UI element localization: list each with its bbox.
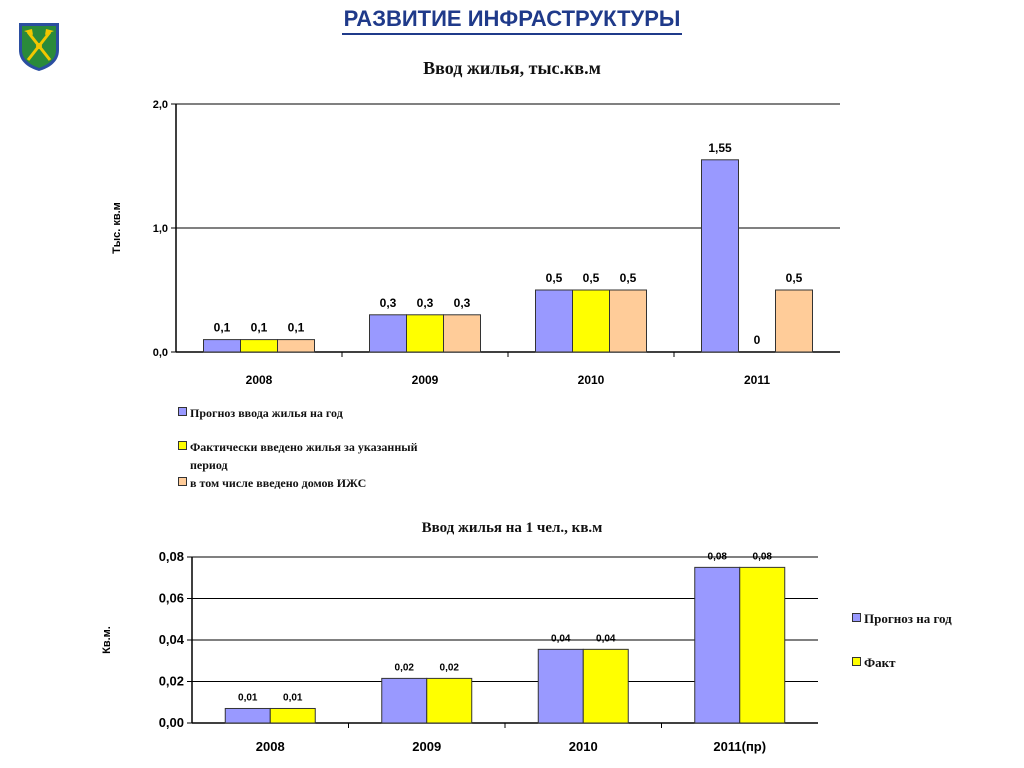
chart2-title: Ввод жилья на 1 чел., кв.м: [421, 520, 603, 536]
chart1-title: Ввод жилья, тыс.кв.м: [423, 58, 601, 78]
chart1-ytick-label: 2,0: [153, 99, 168, 111]
chart1-category-label: 2009: [412, 373, 439, 387]
chart2-ytick-label: 0,00: [159, 715, 184, 730]
page-title-text: РАЗВИТИЕ ИНФРАСТРУКТУРЫ: [341, 6, 683, 35]
chart1-legend-label-line: Фактически введено жилья за указанный: [190, 440, 418, 454]
chart1-legend-label-line: в том числе введено домов ИЖС: [190, 476, 367, 490]
chart1-bar: [369, 314, 407, 353]
chart2-data-label: 0,02: [440, 662, 460, 673]
chart1-data-label: 0: [754, 333, 761, 347]
chart2-data-label: 0,04: [551, 633, 571, 644]
chart1-data-label: 0,3: [417, 296, 434, 310]
chart2-legend-swatch: [852, 657, 861, 666]
chart2-bar: [537, 648, 584, 724]
chart1-data-label: 0,1: [251, 321, 268, 335]
chart2-bar: [582, 648, 629, 724]
chart1-bar: [775, 289, 813, 353]
chart1-data-label: 0,5: [786, 271, 803, 285]
chart1-y-axis-label: Тыс. кв.м: [111, 202, 123, 254]
chart2-bar: [381, 677, 428, 724]
chart2-data-label: 0,04: [596, 633, 616, 644]
chart2-bar: [694, 566, 741, 724]
chart1-legend-label-line: Прогноз ввода жилья на год: [190, 406, 343, 420]
chart1-bar: [701, 159, 739, 353]
chart2-category-label: 2009: [412, 739, 441, 754]
chart2-legend-item: Факт: [852, 654, 896, 672]
chart2-legend-label-line: Прогноз на год: [864, 611, 952, 626]
chart1-legend: Прогноз ввода жилья на год Фактически вве…: [178, 404, 498, 494]
chart2-data-label: 0,08: [753, 551, 773, 562]
chart1-bar: [203, 339, 241, 353]
chart1-ytick-label: 0,0: [153, 347, 168, 359]
chart2-bar: [269, 707, 316, 724]
chart1-legend-item: Прогноз ввода жилья на год: [178, 404, 343, 422]
chart2-data-label: 0,08: [708, 551, 728, 562]
chart2-y-axis-label: Кв.м.: [101, 626, 113, 654]
chart1-bar: [609, 289, 647, 353]
chart2-ytick-label: 0,06: [159, 591, 184, 606]
chart1-legend-item: в том числе введено домов ИЖС: [178, 474, 366, 492]
chart1-data-label: 0,1: [214, 321, 231, 335]
chart2-category-label: 2008: [256, 739, 285, 754]
chart2-legend-label: Факт: [864, 654, 896, 672]
chart1-category-label: 2011: [744, 373, 770, 387]
chart2-ytick-label: 0,04: [159, 632, 185, 647]
page-title: РАЗВИТИЕ ИНФРАСТРУКТУРЫ: [0, 6, 1024, 35]
chart2-data-label: 0,02: [395, 662, 415, 673]
chart1-data-label: 0,1: [288, 321, 305, 335]
chart1-category-label: 2008: [246, 373, 273, 387]
chart2-bar: [224, 707, 271, 724]
chart2-svg: 0,00 0,02 0,04 0,06 0,08 Кв.м. 2008 0,01 0,01 200…: [101, 549, 818, 754]
chart2-legend-label: Прогноз на год: [864, 610, 952, 628]
chart1-data-label: 1,55: [708, 141, 732, 155]
chart2-ytick-label: 0,08: [159, 549, 184, 564]
chart1-data-label: 0,3: [380, 296, 397, 310]
coat-of-arms-icon: [19, 23, 59, 71]
chart1-legend-swatch: [178, 407, 187, 416]
chart1-data-label: 0,5: [620, 271, 637, 285]
chart1-legend-swatch: [178, 441, 187, 450]
chart2-legend-swatch: [852, 613, 861, 622]
chart2-legend-item: Прогноз на год: [852, 610, 952, 628]
chart1-data-label: 0,3: [454, 296, 471, 310]
chart2-bar: [739, 566, 786, 724]
chart2-ytick-label: 0,02: [159, 674, 184, 689]
chart1-data-label: 0,5: [583, 271, 600, 285]
chart1-bar: [240, 339, 278, 353]
chart2-data-label: 0,01: [238, 692, 258, 703]
chart1-legend-label-line: период: [190, 458, 228, 472]
chart2-category-label: 2010: [569, 739, 598, 754]
chart1-legend-item: Фактически введено жилья за указанный пер…: [178, 438, 418, 474]
chart1-bar: [572, 289, 610, 353]
chart1-legend-label: Прогноз ввода жилья на год: [190, 404, 343, 422]
chart2-legend-label-line: Факт: [864, 655, 896, 670]
chart1-bar: [406, 314, 444, 353]
chart1-legend-label: в том числе введено домов ИЖС: [190, 474, 366, 492]
chart1-data-label: 0,5: [546, 271, 563, 285]
chart1-bar: [443, 314, 481, 353]
chart2-category-label: 2011(пр): [713, 739, 766, 754]
chart1-category-label: 2010: [578, 373, 605, 387]
chart1-ytick-label: 1,0: [153, 223, 168, 235]
chart1-bar: [535, 289, 573, 353]
chart1-bar: [277, 339, 315, 353]
chart1-legend-swatch: [178, 477, 187, 486]
chart2-data-label: 0,01: [283, 692, 303, 703]
chart1-svg: 0,0 1,0 2,0 Тыс. кв.м 2008 0,1 0,1 0,1 2009 0,3 0,…: [111, 99, 840, 387]
chart1-legend-label: Фактически введено жилья за указанный пер…: [190, 438, 418, 474]
chart2-legend: Прогноз на год Факт: [852, 610, 1002, 680]
chart2-bar: [426, 677, 473, 724]
